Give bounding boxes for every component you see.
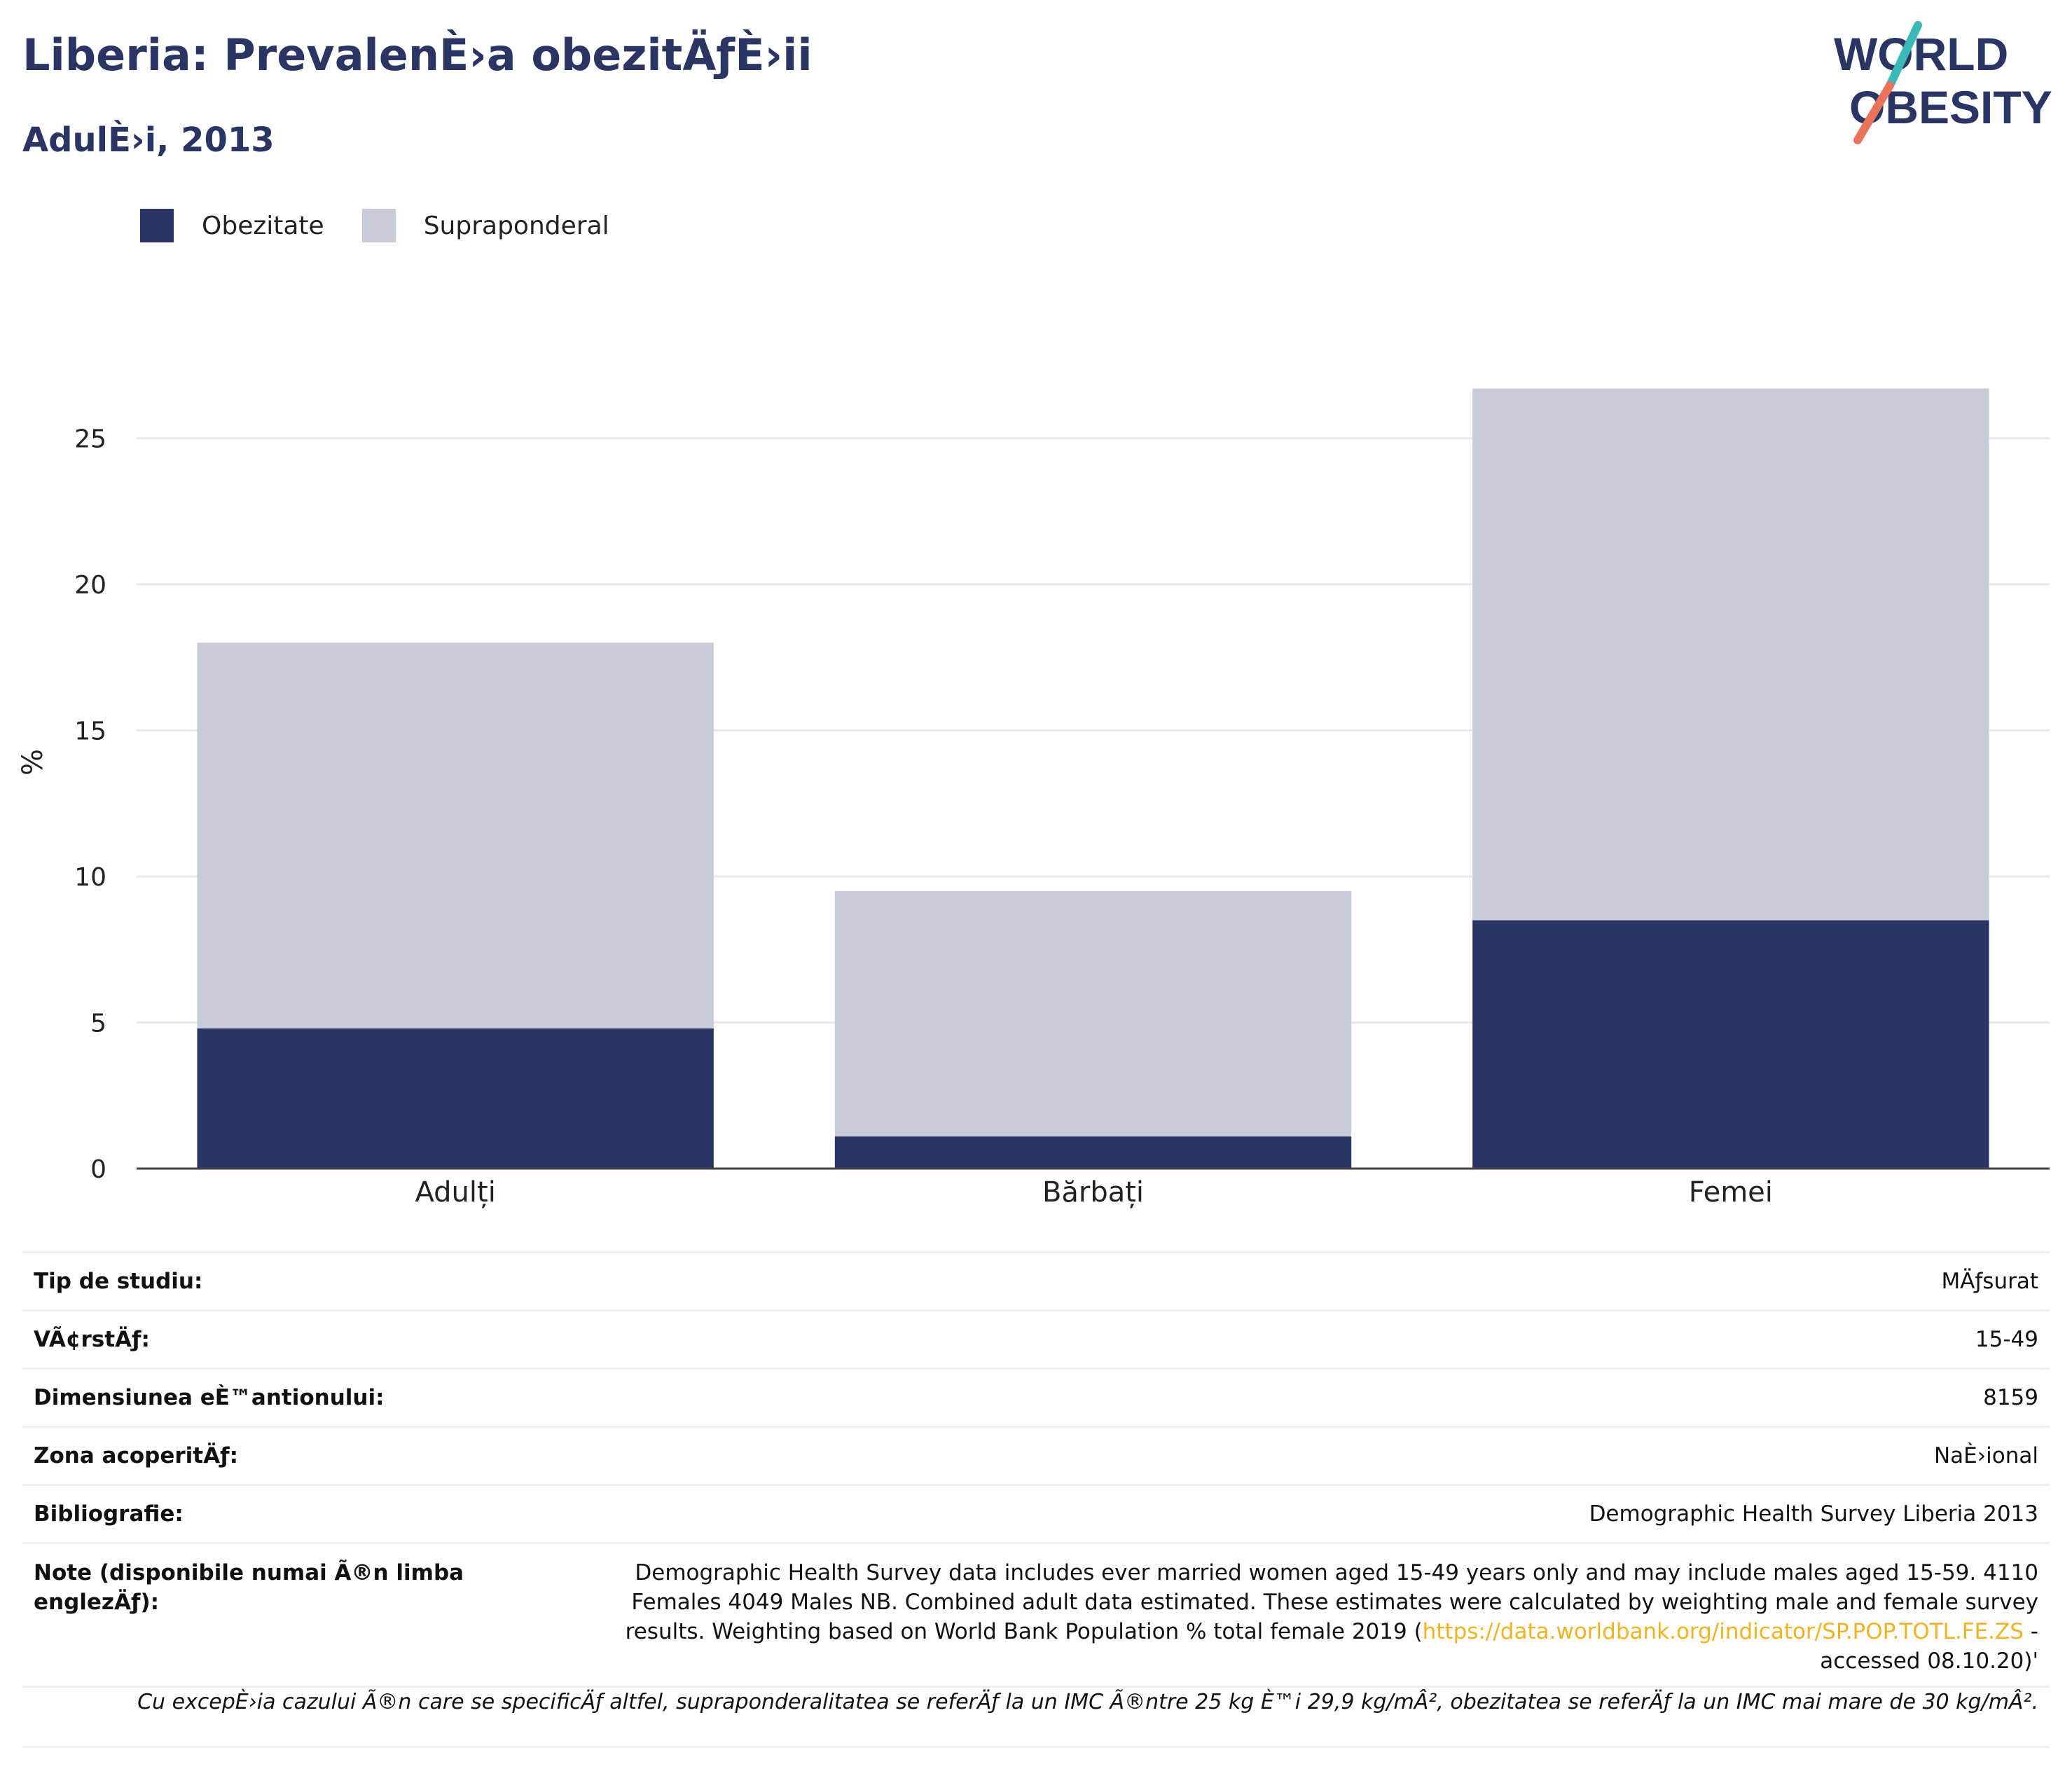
x-tick-label: Adulți — [415, 1176, 496, 1209]
study-details-table: Tip de studiu: MÄƒsurat VÃ¢rstÄƒ: 15-49 … — [22, 1251, 2050, 1688]
details-value: MÄƒsurat — [608, 1251, 2050, 1311]
bmi-footnote: Cu excepÈ›ia cazului Ã®n care se specifi… — [137, 1690, 2038, 1714]
page-subtitle: AdulÈ›i, 2013 — [22, 121, 275, 160]
legend-label-supraponderal: Supraponderal — [423, 211, 609, 240]
y-tick-label: 10 — [74, 863, 106, 892]
bar-obezitate — [197, 1028, 714, 1169]
logo-slash-bottom — [1853, 81, 1894, 144]
details-row-notes: Note (disponibile numai Ã®n limba englez… — [22, 1542, 2050, 1688]
legend-swatch-obezitate — [140, 209, 174, 242]
bar-obezitate — [1472, 920, 1989, 1169]
legend-item-obezitate[interactable]: Obezitate — [140, 209, 324, 242]
legend-label-obezitate: Obezitate — [202, 211, 324, 240]
legend-swatch-supraponderal — [361, 209, 396, 242]
bar-supraponderal — [1472, 388, 1989, 921]
y-axis-title: % — [17, 749, 49, 776]
y-tick-label: 0 — [90, 1155, 106, 1184]
bar-chart: 0 5 10 15 20 25% Adulți Bărbați Femei — [17, 388, 2050, 1209]
bar-supraponderal — [197, 642, 714, 1028]
y-tick-label: 15 — [74, 717, 106, 746]
bar-obezitate — [834, 1136, 1352, 1169]
x-tick-label: Femei — [1689, 1176, 1773, 1209]
notes-text-end: - accessed 08.10.20)' — [1820, 1619, 2038, 1674]
page-title: Liberia: PrevalenÈ›a obezitÄƒÈ›ii — [22, 29, 813, 81]
legend-item-supraponderal[interactable]: Supraponderal — [361, 209, 609, 242]
bar-supraponderal — [834, 890, 1352, 1137]
notes-key: Note (disponibile numai Ã®n limba englez… — [22, 1542, 608, 1688]
details-value: 8159 — [608, 1368, 2050, 1427]
y-tick-label: 20 — [74, 571, 106, 600]
details-row: Zona acoperitÄƒ: NaÈ›ional — [22, 1426, 2050, 1485]
notes-text: Demographic Health Survey data includes … — [625, 1560, 2038, 1644]
details-key: Dimensiunea eÈ™antionului: — [22, 1368, 608, 1427]
notes-link[interactable]: https://data.worldbank.org/indicator/SP.… — [1422, 1619, 2024, 1644]
y-tick-label: 25 — [74, 425, 106, 454]
details-value: NaÈ›ional — [608, 1426, 2050, 1485]
details-key: Bibliografie: — [22, 1484, 608, 1543]
chart-legend: Obezitate Supraponderal — [140, 209, 647, 242]
details-row: VÃ¢rstÄƒ: 15-49 — [22, 1309, 2050, 1369]
details-key: VÃ¢rstÄƒ: — [22, 1309, 608, 1369]
details-value: Demographic Health Survey Liberia 2013 — [608, 1484, 2050, 1543]
logo-line-1: WORLD — [1834, 28, 2008, 80]
logo-slash-top — [1886, 21, 1922, 90]
details-row: Bibliografie: Demographic Health Survey … — [22, 1484, 2050, 1543]
details-row: Dimensiunea eÈ™antionului: 8159 — [22, 1368, 2050, 1427]
y-tick-label: 5 — [90, 1010, 106, 1038]
world-obesity-logo: WORLD OBESITY — [1834, 21, 2052, 144]
footer-divider — [22, 1746, 2050, 1748]
x-tick-label: Bărbați — [1042, 1176, 1144, 1209]
details-key: Tip de studiu: — [22, 1251, 608, 1311]
notes-value: Demographic Health Survey data includes … — [608, 1542, 2050, 1688]
details-row: Tip de studiu: MÄƒsurat — [22, 1251, 2050, 1311]
details-key: Zona acoperitÄƒ: — [22, 1426, 608, 1485]
details-value: 15-49 — [608, 1309, 2050, 1369]
